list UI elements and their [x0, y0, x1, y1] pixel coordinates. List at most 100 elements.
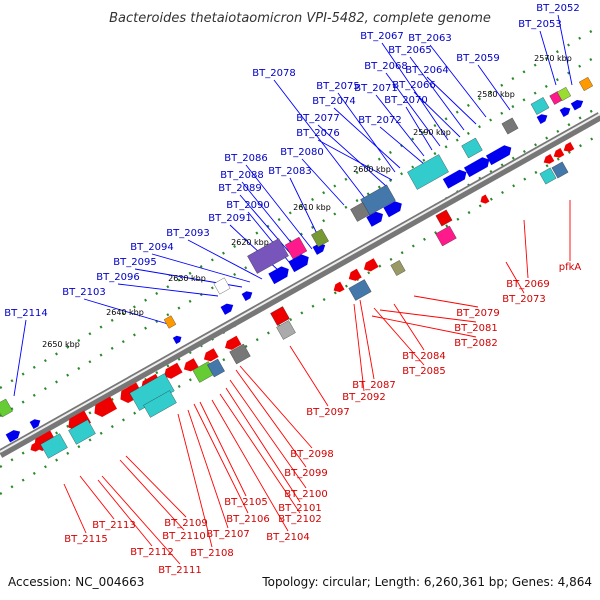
gene-label[interactable]: BT_2105: [224, 497, 267, 508]
gene-feature: [68, 419, 96, 445]
gene-label[interactable]: BT_2064: [405, 65, 448, 76]
gene-arrow: [241, 291, 253, 301]
gene-label[interactable]: BT_2059: [456, 53, 499, 64]
gene-label[interactable]: BT_2083: [268, 166, 311, 177]
gene-label[interactable]: BT_2087: [352, 380, 395, 391]
gene-label[interactable]: BT_2111: [158, 565, 201, 576]
gene-block: [390, 260, 406, 276]
gene-label[interactable]: BT_2077: [296, 113, 339, 124]
callout-line: [117, 283, 219, 297]
gene-label[interactable]: BT_2080: [280, 147, 323, 158]
gene-label[interactable]: BT_2098: [290, 449, 333, 460]
gene-feature: [543, 154, 555, 164]
gene-label[interactable]: BT_2085: [402, 366, 445, 377]
callout-line: [151, 253, 251, 283]
gene-arrow: [485, 145, 512, 166]
gene-label[interactable]: BT_2081: [454, 323, 497, 334]
gene-label[interactable]: BT_2102: [278, 514, 321, 525]
gene-arrow: [348, 268, 362, 281]
gene-label[interactable]: BT_2113: [92, 520, 135, 531]
gene-label[interactable]: BT_2097: [306, 407, 349, 418]
gene-labels[interactable]: BT_2052BT_2053BT_2059BT_2063BT_2064BT_20…: [4, 3, 581, 576]
gene-label[interactable]: BT_2079: [456, 308, 499, 319]
callout-line: [429, 44, 487, 118]
gene-label[interactable]: BT_2094: [130, 242, 173, 253]
callout-line: [505, 261, 525, 294]
kbp-tick-label: 2640 kbp: [106, 308, 144, 317]
gene-label[interactable]: BT_2108: [190, 548, 233, 559]
gene-label[interactable]: BT_2070: [384, 95, 427, 106]
gene-label[interactable]: BT_2078: [252, 68, 295, 79]
gene-label[interactable]: BT_2107: [206, 529, 249, 540]
gene-feature: [68, 410, 92, 432]
gene-label[interactable]: BT_2091: [208, 213, 251, 224]
gene-label[interactable]: BT_2075: [316, 81, 359, 92]
gene-label[interactable]: BT_2063: [408, 33, 451, 44]
gene-feature: [442, 169, 467, 189]
gene-label[interactable]: BT_2086: [224, 153, 267, 164]
gene-label[interactable]: BT_2099: [284, 468, 327, 479]
callout-line: [393, 303, 425, 351]
gene-label[interactable]: BT_2103: [62, 287, 105, 298]
gene-label[interactable]: BT_2092: [342, 392, 385, 403]
gene-label[interactable]: BT_2084: [402, 351, 445, 362]
callout-line: [381, 42, 449, 141]
gene-label[interactable]: BT_2072: [358, 115, 401, 126]
gene-block: [284, 236, 308, 260]
gene-label[interactable]: BT_2100: [284, 489, 327, 500]
gene-label[interactable]: BT_2090: [226, 200, 269, 211]
gene-label[interactable]: BT_2106: [226, 514, 269, 525]
gene-feature: [311, 228, 329, 248]
gene-label[interactable]: BT_2082: [454, 338, 497, 349]
gene-arrow: [172, 335, 182, 345]
gene-feature: [203, 348, 219, 362]
gene-feature: [241, 291, 253, 301]
gene-block: [530, 97, 550, 115]
gene-label[interactable]: BT_2076: [296, 128, 339, 139]
gene-label[interactable]: BT_2068: [364, 61, 407, 72]
gene-arrow: [480, 194, 490, 204]
gene-label[interactable]: BT_2069: [506, 279, 549, 290]
gene-label[interactable]: BT_2114: [4, 308, 47, 319]
gene-label[interactable]: BT_2065: [388, 45, 431, 56]
kbp-tick-label: 2570 kbp: [534, 54, 572, 63]
gene-feature: [30, 442, 40, 452]
gene-label[interactable]: BT_2115: [64, 534, 107, 545]
gene-feature: [183, 358, 199, 372]
gene-feature: [366, 211, 383, 227]
genome-backbone: [0, 112, 600, 458]
callout-line: [379, 126, 425, 165]
gene-label[interactable]: BT_2073: [502, 294, 545, 305]
gene-label[interactable]: BT_2053: [518, 19, 561, 30]
gene-label[interactable]: BT_2104: [266, 532, 309, 543]
callout-line: [317, 139, 393, 181]
gene-label[interactable]: BT_2074: [312, 96, 355, 107]
gene-label[interactable]: BT_2066: [392, 80, 435, 91]
gene-label[interactable]: BT_2109: [164, 518, 207, 529]
gene-label[interactable]: BT_2112: [130, 547, 173, 558]
callout-line: [177, 413, 213, 548]
gene-block: [247, 238, 289, 274]
kbp-ticks: 2570 kbp 2580 kbp 2590 kbp 2600 kbp 2610 kbp…: [42, 54, 572, 349]
gene-label[interactable]: BT_2067: [360, 31, 403, 42]
gene-label[interactable]: pfkA: [559, 262, 582, 273]
callout-line: [239, 365, 313, 449]
gene-arrow: [34, 430, 58, 452]
gene-label[interactable]: BT_2071: [354, 83, 397, 94]
gene-feature: [551, 161, 569, 179]
gene-label[interactable]: BT_2110: [162, 531, 205, 542]
gene-label[interactable]: BT_2089: [218, 183, 261, 194]
callout-line: [317, 124, 387, 187]
gene-label[interactable]: BT_2052: [536, 3, 579, 14]
gene-block: [270, 306, 290, 326]
gene-label[interactable]: BT_2093: [166, 228, 209, 239]
gene-label[interactable]: BT_2096: [96, 272, 139, 283]
gene-block: [213, 277, 231, 295]
gene-feature: [363, 258, 379, 272]
gene-arrow: [559, 107, 571, 117]
gene-label[interactable]: BT_2095: [113, 257, 156, 268]
gene-arrow: [225, 335, 242, 350]
callout-line: [426, 76, 477, 125]
gene-label[interactable]: BT_2101: [278, 503, 321, 514]
gene-label[interactable]: BT_2088: [220, 170, 263, 181]
